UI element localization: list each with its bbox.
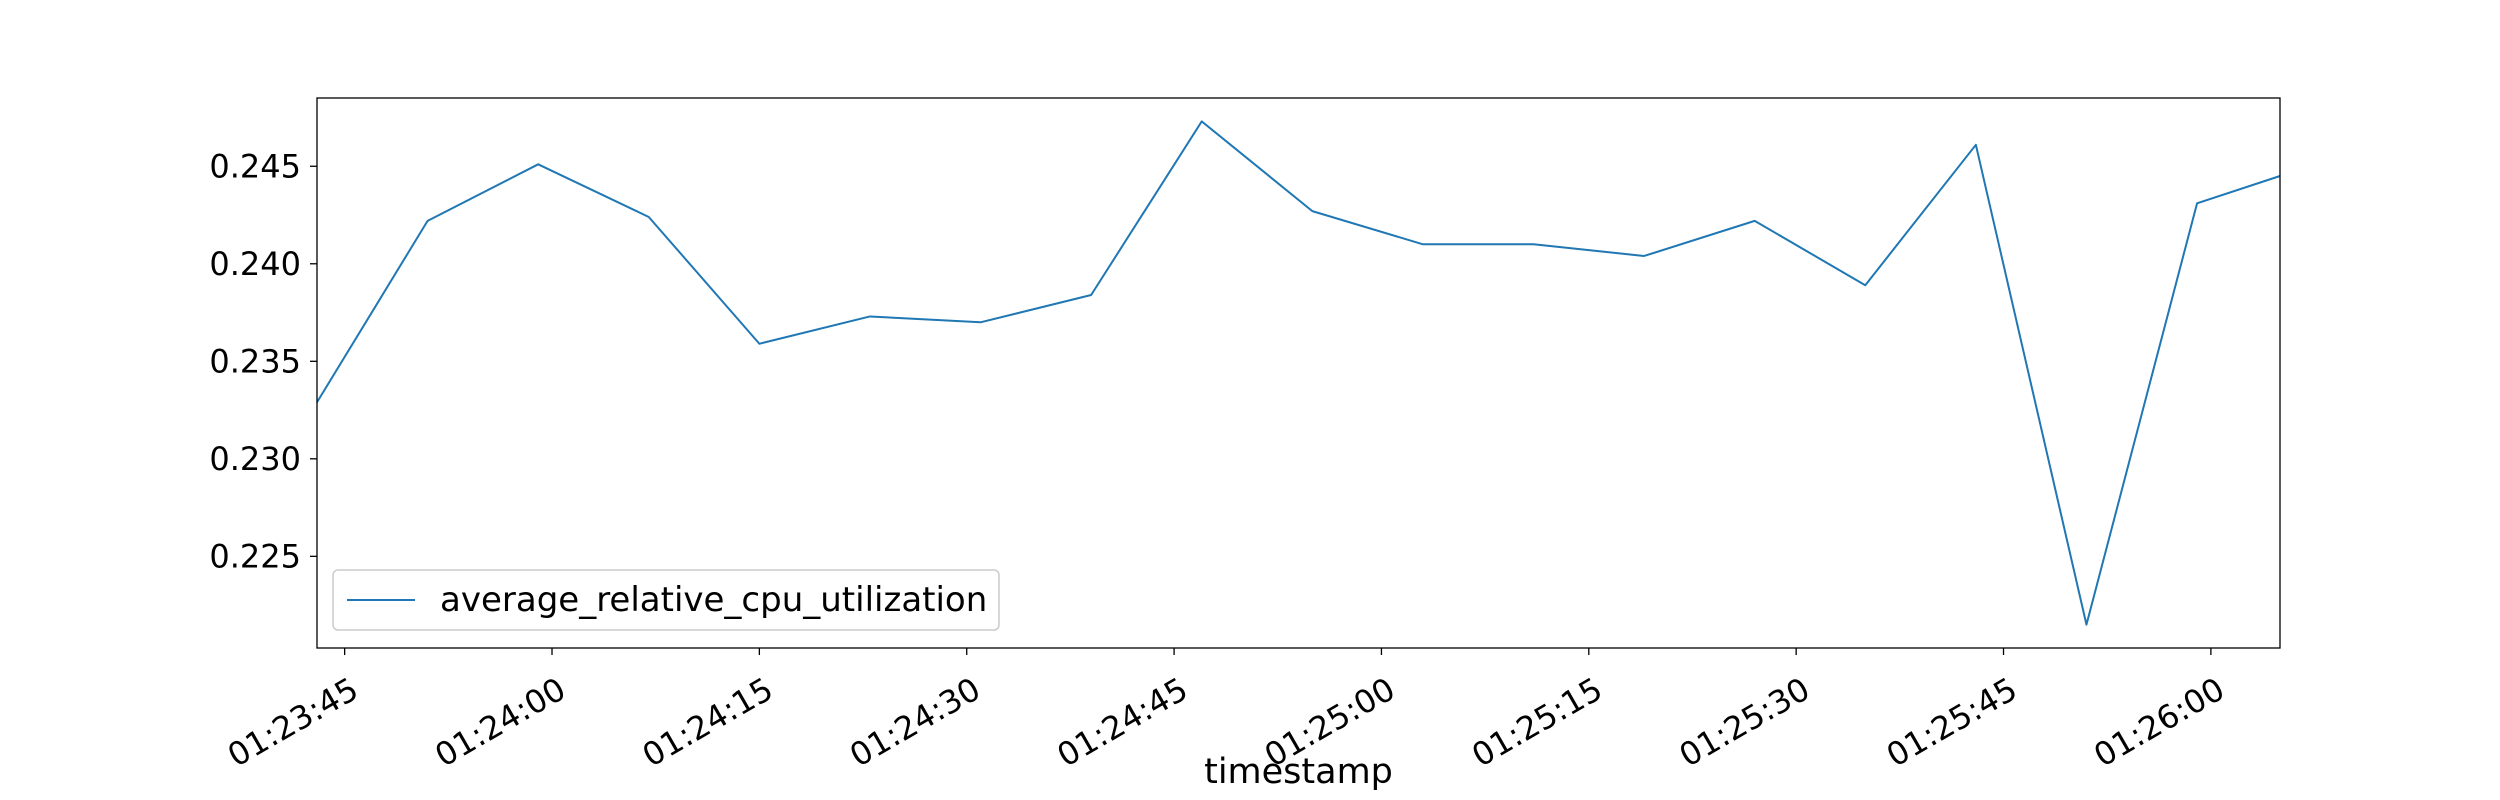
y-tick-label: 0.245 <box>209 147 301 185</box>
plot-frame <box>316 97 2281 649</box>
legend-box <box>332 569 1000 631</box>
x-axis-title: timestamp <box>1204 752 1393 792</box>
legend: average_relative_cpu_utilization <box>332 569 1000 631</box>
legend-series-label: average_relative_cpu_utilization <box>440 580 987 620</box>
y-tick-label: 0.230 <box>209 440 301 478</box>
y-tick-label: 0.235 <box>209 342 301 380</box>
plot-area <box>316 120 2281 626</box>
y-tick-label: 0.240 <box>209 245 301 283</box>
series-line <box>316 120 2281 626</box>
y-tick-label: 0.225 <box>209 537 301 575</box>
